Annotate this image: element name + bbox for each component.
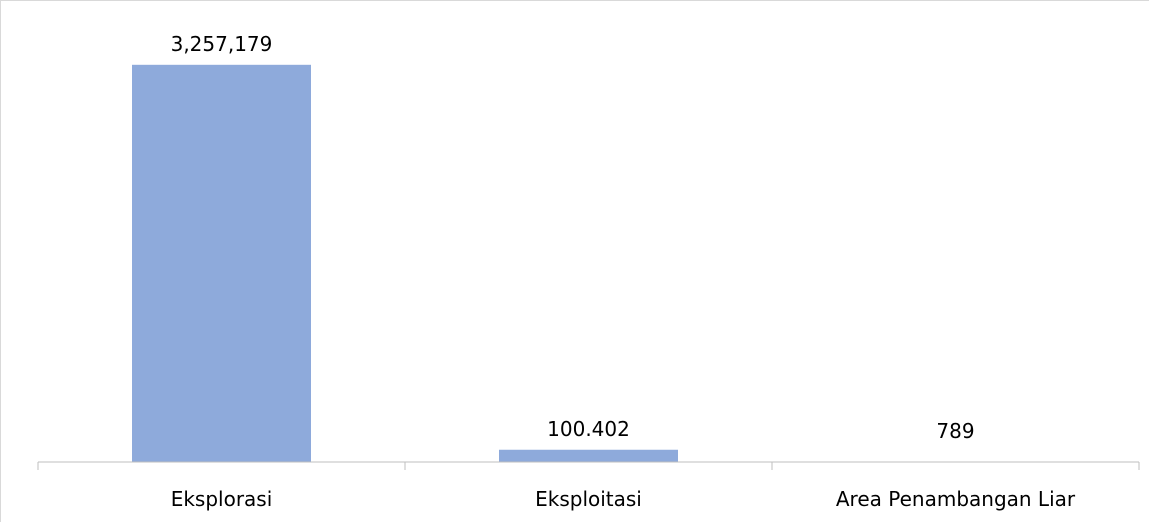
data-label: 789 (936, 419, 974, 443)
category-labels-group: Eksplorasi Eksploitasi Area Penambangan Li… (171, 487, 1076, 511)
category-label: Eksploitasi (535, 487, 642, 511)
data-label: 3,257,179 (171, 32, 273, 56)
data-label: 100.402 (547, 417, 630, 441)
bar-eksploitasi (499, 450, 678, 462)
category-label: Area Penambangan Liar (836, 487, 1076, 511)
x-axis-ticks (38, 462, 1139, 470)
bars-group (132, 65, 1045, 462)
bar-eksplorasi (132, 65, 311, 462)
category-label: Eksplorasi (171, 487, 273, 511)
